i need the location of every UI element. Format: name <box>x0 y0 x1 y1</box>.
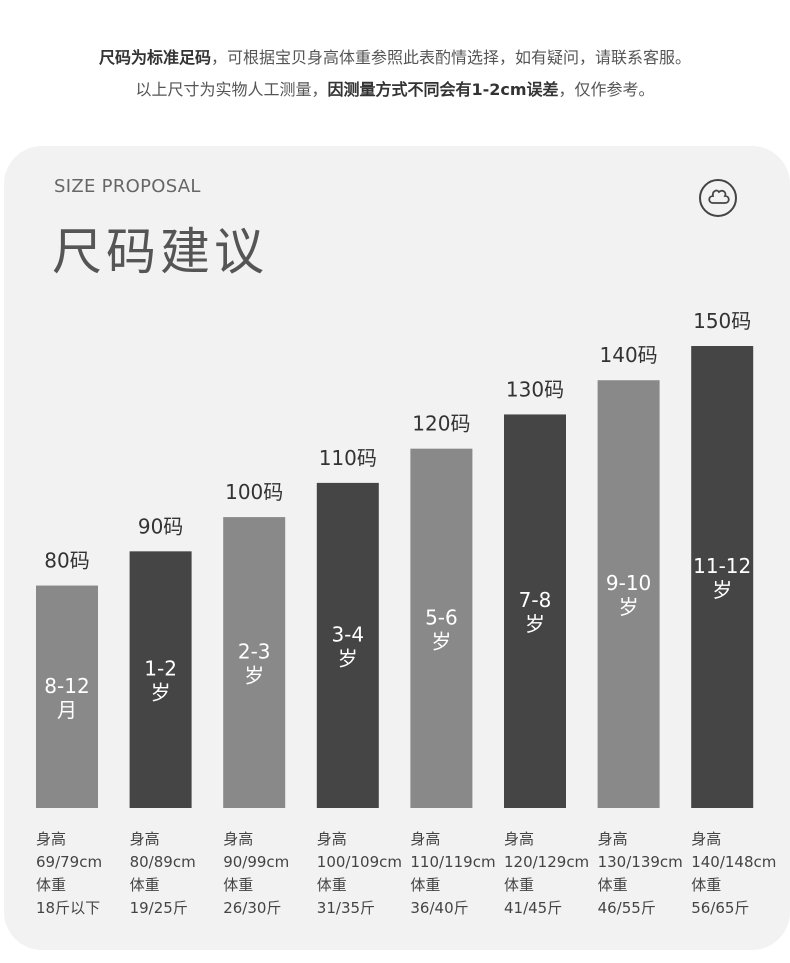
bar-age-unit: 岁 <box>244 664 264 688</box>
size-note-text-1: ，可根据宝贝身高体重参照此表酌情选择，如有疑问，请联系客服。 <box>211 48 692 67</box>
bar-8 <box>691 346 754 808</box>
size-info-column: 身高 120/129cm 体重 41/45斤 <box>504 828 589 920</box>
weight-label: 体重 <box>223 876 254 894</box>
bar-6 <box>504 414 566 808</box>
bar-age-label: 2-3 <box>238 640 271 664</box>
weight-label: 体重 <box>597 876 628 894</box>
size-chart-card: SIZE PROPOSAL 尺码建议 80码 8-12 月 90码 1-2 岁 100码 2-… <box>4 146 790 950</box>
bar-7 <box>597 380 660 808</box>
height: 90/99cm <box>223 853 290 871</box>
weight: 19/25斤 <box>129 899 188 917</box>
bar-3 <box>223 517 286 808</box>
weight-label: 体重 <box>129 876 160 894</box>
height: 110/119cm <box>410 853 496 871</box>
section-subtitle: SIZE PROPOSAL <box>54 176 201 197</box>
size-note-line-2: 以上尺寸为实物人工测量，因测量方式不同会有1-2cm误差，仅作参考。 <box>0 76 790 100</box>
height-label: 身高 <box>691 830 722 848</box>
bar-1 <box>36 585 98 808</box>
size-info-column: 身高 110/119cm 体重 36/40斤 <box>410 828 495 920</box>
bar-category-label: 130码 <box>506 377 564 401</box>
size-info-column: 身高 80/89cm 体重 19/25斤 <box>130 828 196 920</box>
height-label: 身高 <box>316 830 347 848</box>
bar-category-label: 140码 <box>600 343 658 367</box>
height: 130/139cm <box>597 853 683 871</box>
size-bar-chart: 80码8-12月90码1-2岁100码2-3岁110码3-4岁120码5-6岁1… <box>36 309 754 808</box>
height: 80/89cm <box>129 853 196 871</box>
weight-label: 体重 <box>36 876 67 894</box>
height: 69/79cm <box>36 853 103 871</box>
weight: 31/35斤 <box>316 899 376 917</box>
size-info-column: 身高 69/79cm 体重 18斤以下 <box>36 828 102 920</box>
bar-category-label: 100码 <box>225 480 283 504</box>
weight: 56/65斤 <box>691 899 750 917</box>
bar-age-label: 3-4 <box>331 622 364 646</box>
size-info-column: 身高 100/109cm 体重 31/35斤 <box>317 828 402 920</box>
weight: 46/55斤 <box>597 899 656 917</box>
size-info-column: 身高 140/148cm 体重 56/65斤 <box>691 828 776 920</box>
measurement-error-note: 因测量方式不同会有1-2cm误差 <box>327 80 559 99</box>
bar-5 <box>410 448 473 808</box>
bar-category-label: 150码 <box>693 309 751 333</box>
weight: 18斤以下 <box>36 899 101 917</box>
height-label: 身高 <box>410 830 441 848</box>
weight-label: 体重 <box>410 876 441 894</box>
weight-label: 体重 <box>316 876 347 894</box>
height: 140/148cm <box>691 853 777 871</box>
bar-age-label: 8-12 <box>44 674 89 698</box>
bar-age-unit: 岁 <box>431 629 451 653</box>
cloud-clover-icon <box>699 179 737 217</box>
height-label: 身高 <box>36 830 67 848</box>
bar-category-label: 120码 <box>412 412 470 436</box>
size-info-column: 身高 90/99cm 体重 26/30斤 <box>223 828 289 920</box>
weight: 26/30斤 <box>223 899 282 917</box>
size-note-text-2a: 以上尺寸为实物人工测量， <box>135 80 328 99</box>
height-label: 身高 <box>129 830 160 848</box>
bar-age-unit: 月 <box>57 698 77 722</box>
bar-age-unit: 岁 <box>619 595 639 619</box>
size-info-column: 身高 130/139cm 体重 46/55斤 <box>598 828 683 920</box>
bar-2 <box>129 551 192 808</box>
weight: 36/40斤 <box>410 899 469 917</box>
bar-age-label: 5-6 <box>425 605 458 629</box>
size-note-line-1: 尺码为标准足码，可根据宝贝身高体重参照此表酌情选择，如有疑问，请联系客服。 <box>0 44 790 68</box>
height: 100/109cm <box>316 853 402 871</box>
section-title: 尺码建议 <box>52 223 268 281</box>
bar-age-label: 9-10 <box>606 571 651 595</box>
height: 120/129cm <box>504 853 590 871</box>
bar-age-unit: 岁 <box>712 578 732 602</box>
bar-age-unit: 岁 <box>525 612 545 636</box>
bar-age-label: 7-8 <box>519 588 552 612</box>
standard-size-note: 尺码为标准足码 <box>98 48 211 67</box>
bar-category-label: 80码 <box>44 549 89 573</box>
size-note-text-2b: ，仅作参考。 <box>558 80 655 99</box>
bar-age-label: 11-12 <box>693 554 751 578</box>
bar-age-label: 1-2 <box>144 657 177 681</box>
bar-category-label: 110码 <box>319 446 377 470</box>
weight-label: 体重 <box>504 876 535 894</box>
weight-label: 体重 <box>691 876 722 894</box>
weight: 41/45斤 <box>504 899 563 917</box>
height-label: 身高 <box>597 830 628 848</box>
bar-category-label: 90码 <box>138 514 183 538</box>
bar-age-unit: 岁 <box>338 646 358 670</box>
bar-4 <box>316 482 379 808</box>
height-label: 身高 <box>223 830 254 848</box>
height-label: 身高 <box>504 830 535 848</box>
bar-age-unit: 岁 <box>151 681 171 705</box>
